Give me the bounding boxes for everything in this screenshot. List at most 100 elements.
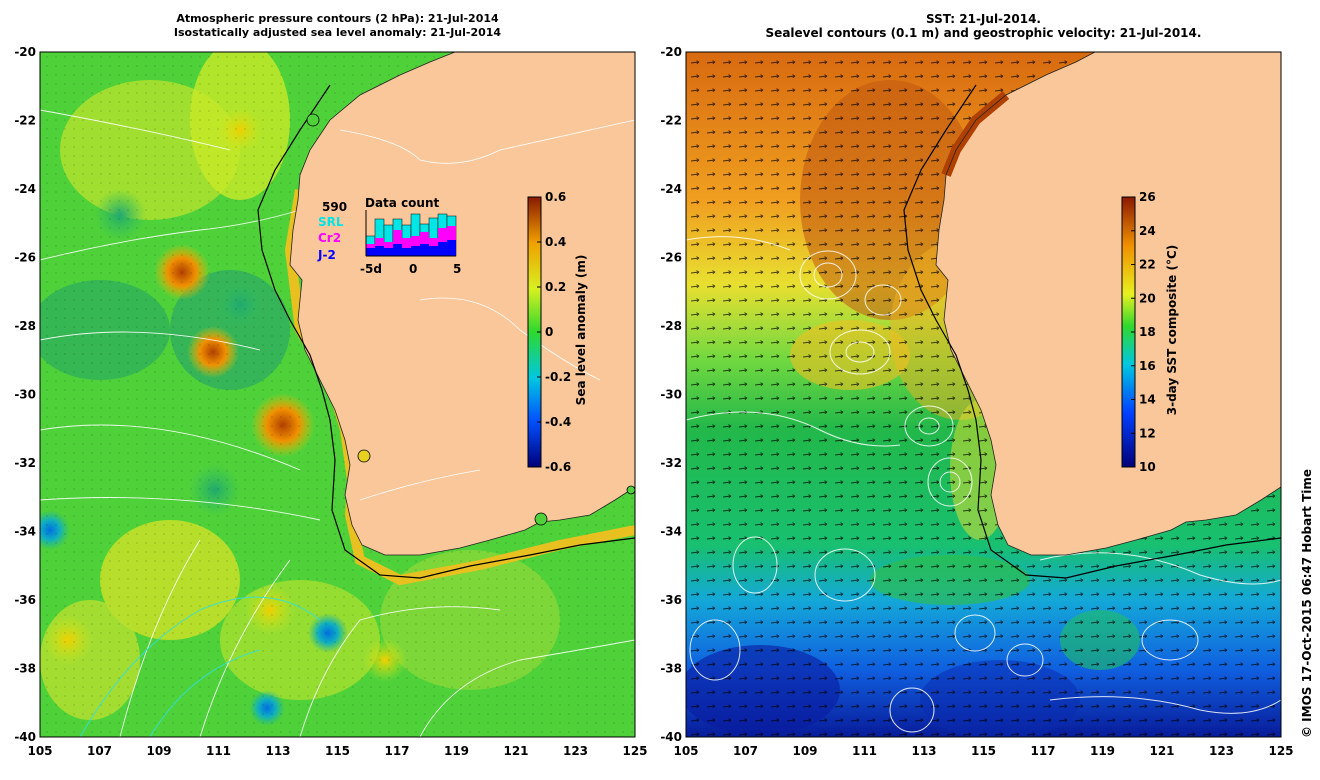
- lat-tick-label-right: -32: [660, 456, 682, 470]
- sla-colorbar-ticks: 0.6 0.4 0.2 0 -0.2 -0.4 -0.6: [537, 190, 571, 474]
- land-pressure-contour: [339, 119, 635, 501]
- lat-tick-label-right: -30: [660, 388, 682, 402]
- sealevel-contours: [686, 236, 1281, 733]
- sla-colorbar-tick-label: 0.4: [545, 235, 566, 249]
- left-title-line1: Atmospheric pressure contours (2 hPa): 2…: [176, 12, 499, 25]
- left-title-line2: Isostatically adjusted sea level anomaly…: [173, 26, 502, 39]
- sst-colorbar-tick-label: 20: [1139, 291, 1156, 305]
- lon-tick-label-right: 121: [1149, 744, 1174, 758]
- inset-count: 590: [322, 200, 347, 214]
- lon-tick-label-left: 123: [563, 744, 588, 758]
- inset-tick-0: 0: [409, 262, 417, 276]
- lat-tick-label-left: -32: [14, 456, 36, 470]
- lon-tick-label-left: 117: [384, 744, 409, 758]
- inset-tick-m5: -5d: [360, 262, 382, 276]
- lat-tick-label-right: -24: [660, 182, 682, 196]
- sla-colorbar-tick-label: -0.2: [545, 370, 571, 384]
- lat-tick-label-left: -28: [14, 319, 36, 333]
- lat-tick-label-left: -36: [14, 593, 36, 607]
- sst-colorbar-tick-label: 18: [1139, 325, 1156, 339]
- lon-tick-label-right: 111: [852, 744, 877, 758]
- sla-colorbar-tick-label: -0.4: [545, 415, 571, 429]
- sst-colorbar-tick-label: 10: [1139, 460, 1156, 474]
- lat-tick-label-right: -40: [660, 730, 682, 744]
- sst-colorbar-tick-label: 22: [1139, 258, 1156, 272]
- right-title-line1: SST: 21-Jul-2014.: [926, 12, 1041, 26]
- inset-mission-srl: SRL: [318, 215, 344, 229]
- tide-gauge-marker: [306, 113, 320, 127]
- lat-tick-label-right: -26: [660, 251, 682, 265]
- lat-tick-label-right: -34: [660, 525, 682, 539]
- sst-colorbar: 26 24 22 20 18 16 14 12 10 3-day SST composite (…: [1121, 190, 1179, 474]
- imos-credit: © IMOS 17-Oct-2015 06:47 Hobart Time: [1300, 468, 1314, 738]
- left-map-frame: [39, 51, 636, 738]
- sst-colorbar-tick-label: 12: [1139, 426, 1156, 440]
- lon-tick-label-right: 107: [733, 744, 758, 758]
- lon-tick-label-left: 121: [503, 744, 528, 758]
- tide-gauge-marker: [626, 485, 635, 495]
- lon-tick-label-right: 119: [1090, 744, 1115, 758]
- lat-tick-label-left: -24: [14, 182, 36, 196]
- lon-tick-label-right: 113: [911, 744, 936, 758]
- right-map-frame: [685, 51, 1282, 738]
- tide-gauge-marker: [534, 512, 548, 526]
- data-count-inset: 590 Data count SRL Cr2 J-2: [317, 196, 461, 276]
- lat-tick-label-left: -22: [14, 114, 36, 128]
- lat-tick-label-left: -20: [14, 45, 36, 59]
- lon-tick-label-left: 119: [444, 744, 469, 758]
- shelf-break-contour-left: [257, 84, 635, 579]
- lat-tick-label-right: -20: [660, 45, 682, 59]
- right-panel-title: SST: 21-Jul-2014. Sealevel contours (0.1…: [686, 12, 1281, 40]
- land-australia-right: [936, 52, 1281, 555]
- lon-tick-label-right: 109: [792, 744, 817, 758]
- inset-title: Data count: [365, 196, 440, 210]
- inset-mission-cr2: Cr2: [318, 231, 341, 245]
- sst-colorbar-ticks: 26 24 22 20 18 16 14 12 10: [1131, 190, 1156, 474]
- lat-tick-label-left: -40: [14, 730, 36, 744]
- lon-tick-label-left: 105: [27, 744, 52, 758]
- lon-tick-label-right: 123: [1209, 744, 1234, 758]
- shelf-break-contour-right: [903, 84, 1281, 579]
- lon-tick-label-left: 109: [146, 744, 171, 758]
- lon-tick-label-left: 113: [265, 744, 290, 758]
- inset-histogram: [365, 210, 457, 257]
- left-map: [40, 52, 635, 737]
- sla-colorbar-tick-label: -0.6: [545, 460, 571, 474]
- land-australia-left: [290, 52, 635, 555]
- sst-colorbar-tick-label: 26: [1139, 190, 1156, 204]
- lat-tick-label-right: -36: [660, 593, 682, 607]
- right-map: [686, 52, 1281, 737]
- right-title-line2: Sealevel contours (0.1 m) and geostrophi…: [765, 26, 1202, 40]
- sla-colorbar-label: Sea level anomaly (m): [574, 255, 588, 406]
- pressure-contours: [40, 109, 635, 737]
- lon-tick-label-left: 125: [622, 744, 647, 758]
- cyan-pressure-contours: [79, 596, 321, 737]
- inset-mission-j2: J-2: [317, 248, 336, 262]
- lon-tick-label-right: 117: [1030, 744, 1055, 758]
- lat-tick-label-left: -38: [14, 662, 36, 676]
- sla-colorbar-tick-label: 0: [545, 325, 553, 339]
- sst-colorbar-tick-label: 24: [1139, 224, 1156, 238]
- lon-tick-label-right: 105: [673, 744, 698, 758]
- tide-gauge-marker: [357, 449, 371, 463]
- left-panel-title: Atmospheric pressure contours (2 hPa): 2…: [40, 12, 635, 40]
- lat-tick-label-left: -34: [14, 525, 36, 539]
- sst-colorbar-tick-label: 16: [1139, 359, 1156, 373]
- lat-tick-label-right: -28: [660, 319, 682, 333]
- sst-colorbar-label: 3-day SST composite (°C): [1165, 245, 1179, 416]
- lon-tick-label-left: 115: [325, 744, 350, 758]
- lon-tick-label-left: 107: [87, 744, 112, 758]
- sla-colorbar: 0.6 0.4 0.2 0 -0.2 -0.4 -0.6 Sea level anomaly…: [527, 190, 588, 474]
- lat-tick-label-right: -22: [660, 114, 682, 128]
- coastline-left: [289, 52, 635, 556]
- sla-colorbar-tick-label: 0.6: [545, 190, 566, 204]
- axis-tick-labels: -20 -20 -22 -22 -24 -24 -26 -26 -28 -28 -30 -30 -32 -…: [14, 45, 1293, 758]
- lon-tick-label-right: 115: [971, 744, 996, 758]
- lon-tick-label-right: 125: [1268, 744, 1293, 758]
- lat-tick-label-left: -26: [14, 251, 36, 265]
- coastline-right: [935, 52, 1281, 556]
- inset-tick-5: 5: [453, 262, 461, 276]
- lon-tick-label-left: 111: [206, 744, 231, 758]
- sst-colorbar-tick-label: 14: [1139, 393, 1156, 407]
